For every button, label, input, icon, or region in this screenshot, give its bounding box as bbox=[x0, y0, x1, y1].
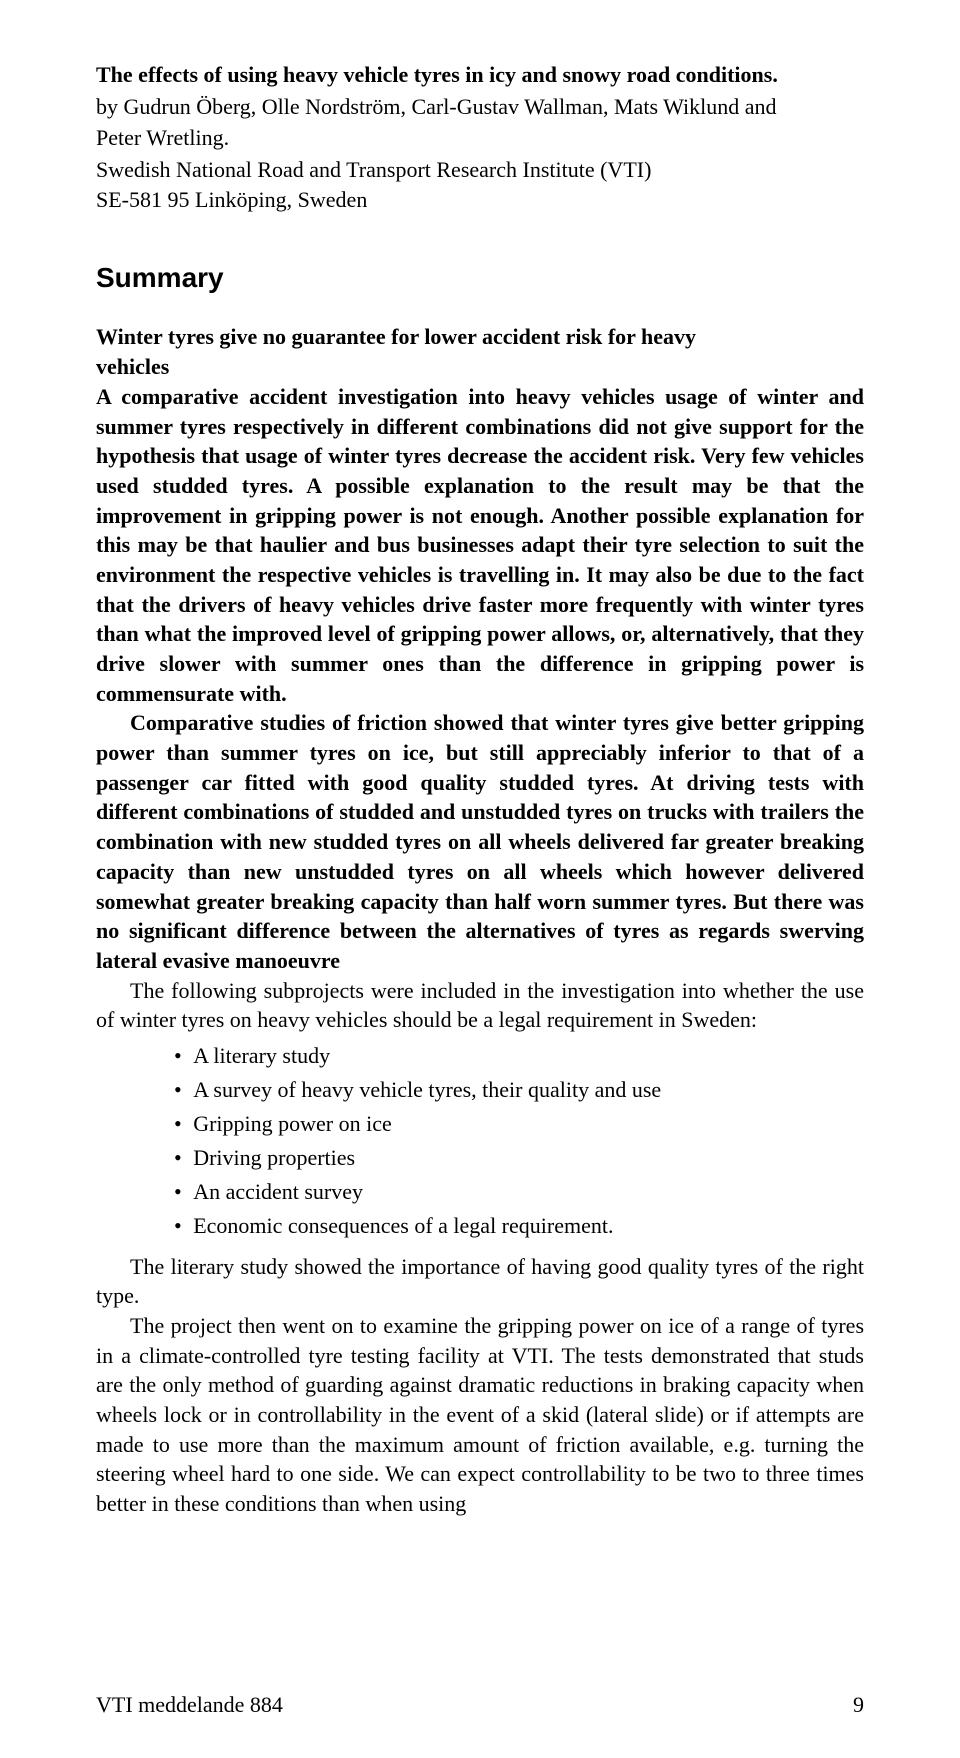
content: The effects of using heavy vehicle tyres… bbox=[96, 60, 864, 1672]
subprojects-list: A literary study A survey of heavy vehic… bbox=[174, 1039, 864, 1244]
subhead-line2: vehicles bbox=[96, 352, 864, 382]
list-item: Economic consequences of a legal require… bbox=[174, 1209, 864, 1243]
authors-line1: by Gudrun Öberg, Olle Nordström, Carl-Gu… bbox=[96, 92, 864, 122]
summary-para-5: The project then went on to examine the … bbox=[96, 1311, 864, 1519]
list-item: A survey of heavy vehicle tyres, their q… bbox=[174, 1073, 864, 1107]
summary-heading: Summary bbox=[96, 262, 864, 294]
subhead-line1: Winter tyres give no guarantee for lower… bbox=[96, 322, 864, 352]
institute-line2: SE-581 95 Linköping, Sweden bbox=[96, 185, 864, 215]
footer-publication: VTI meddelande 884 bbox=[96, 1692, 283, 1718]
doc-title: The effects of using heavy vehicle tyres… bbox=[96, 60, 864, 90]
institute-line1: Swedish National Road and Transport Rese… bbox=[96, 155, 864, 185]
footer-page-number: 9 bbox=[853, 1692, 864, 1718]
list-item: Gripping power on ice bbox=[174, 1107, 864, 1141]
summary-para-1: A comparative accident investigation int… bbox=[96, 382, 864, 709]
page: The effects of using heavy vehicle tyres… bbox=[0, 0, 960, 1758]
list-item: An accident survey bbox=[174, 1175, 864, 1209]
list-item: A literary study bbox=[174, 1039, 864, 1073]
authors-line2: Peter Wretling. bbox=[96, 123, 864, 153]
summary-para-2: Comparative studies of friction showed t… bbox=[96, 708, 864, 975]
summary-para-4: The literary study showed the importance… bbox=[96, 1252, 864, 1311]
summary-para-3: The following subprojects were included … bbox=[96, 976, 864, 1035]
list-item: Driving properties bbox=[174, 1141, 864, 1175]
page-footer: VTI meddelande 884 9 bbox=[96, 1692, 864, 1718]
